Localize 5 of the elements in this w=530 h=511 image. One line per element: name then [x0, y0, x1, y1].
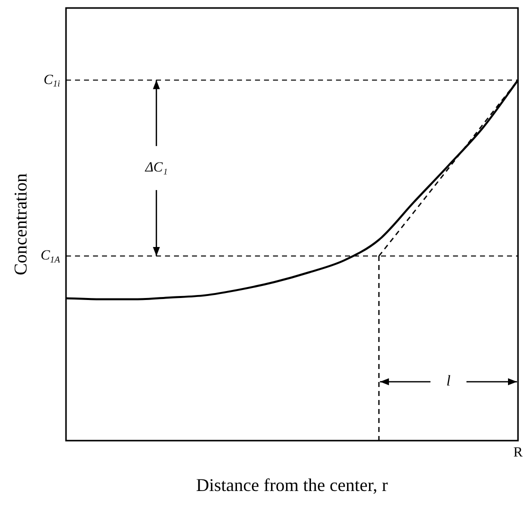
- x-axis-title: Distance from the center, r: [196, 474, 388, 495]
- annotation: ΔC₁: [144, 160, 168, 176]
- y-axis-title: Concentration: [10, 173, 31, 276]
- text: R: [513, 445, 524, 460]
- annotation: l: [446, 374, 451, 390]
